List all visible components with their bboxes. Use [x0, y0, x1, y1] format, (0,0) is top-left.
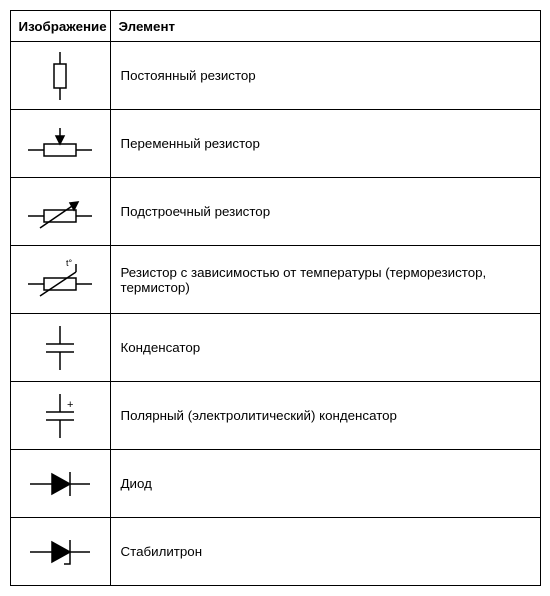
element-label: Постоянный резистор	[110, 42, 540, 110]
col-header-symbol: Изображение	[10, 11, 110, 42]
capacitor-polar-icon: +	[10, 382, 110, 450]
thermistor-icon: t°	[10, 246, 110, 314]
element-label: Переменный резистор	[110, 110, 540, 178]
table-row: Диод	[10, 450, 540, 518]
table-header-row: Изображение Элемент	[10, 11, 540, 42]
svg-text:+: +	[67, 399, 73, 411]
table-row: Переменный резистор	[10, 110, 540, 178]
element-label: Резистор с зависимостью от температуры (…	[110, 246, 540, 314]
element-label: Подстроечный резистор	[110, 178, 540, 246]
table-row: Конденсатор	[10, 314, 540, 382]
element-label: Конденсатор	[110, 314, 540, 382]
element-label: Диод	[110, 450, 540, 518]
diode-icon	[10, 450, 110, 518]
element-label: Полярный (электролитический) конденсатор	[110, 382, 540, 450]
resistor-trimmer-icon	[10, 178, 110, 246]
table-row: Подстроечный резистор	[10, 178, 540, 246]
svg-text:t°: t°	[66, 258, 73, 268]
symbol-table: Изображение Элемент Постоянный резисторП…	[10, 10, 541, 586]
table-row: t° Резистор с зависимостью от температуры…	[10, 246, 540, 314]
resistor-fixed-icon	[10, 42, 110, 110]
table-row: Постоянный резистор	[10, 42, 540, 110]
resistor-variable-icon	[10, 110, 110, 178]
zener-icon	[10, 518, 110, 586]
capacitor-icon	[10, 314, 110, 382]
element-label: Стабилитрон	[110, 518, 540, 586]
table-row: + Полярный (электролитический) конденсато…	[10, 382, 540, 450]
col-header-label: Элемент	[110, 11, 540, 42]
table-row: Стабилитрон	[10, 518, 540, 586]
